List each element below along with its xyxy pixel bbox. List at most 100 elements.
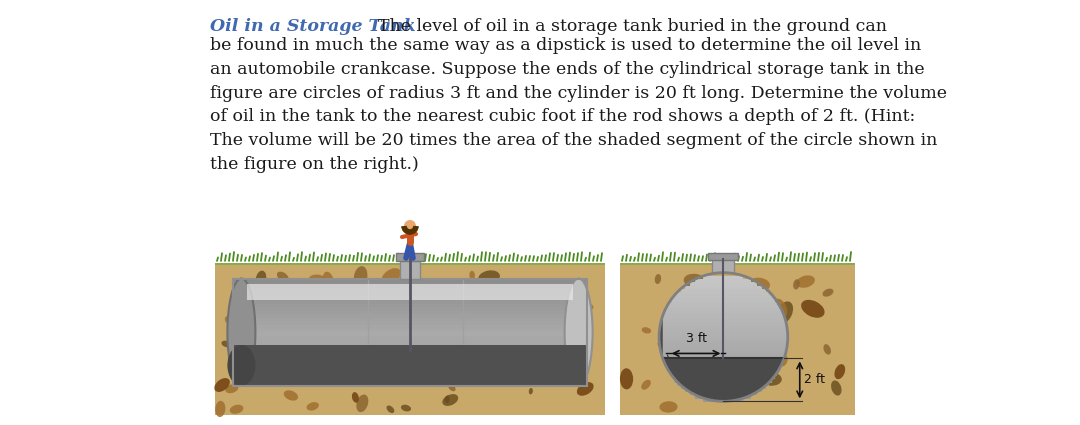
Bar: [666, 366, 781, 370]
Bar: [675, 295, 772, 299]
Ellipse shape: [443, 394, 458, 406]
Bar: [660, 327, 787, 331]
Bar: [661, 321, 786, 325]
Ellipse shape: [221, 340, 231, 347]
Bar: [659, 337, 787, 341]
Ellipse shape: [775, 301, 793, 324]
Ellipse shape: [734, 378, 750, 390]
Ellipse shape: [642, 380, 651, 390]
Bar: [662, 356, 785, 360]
Ellipse shape: [549, 375, 565, 385]
Ellipse shape: [570, 323, 584, 334]
Bar: [660, 343, 787, 347]
Bar: [696, 279, 752, 283]
Ellipse shape: [276, 272, 288, 282]
Bar: [233, 332, 588, 336]
Ellipse shape: [413, 351, 418, 358]
Bar: [708, 253, 739, 260]
Bar: [233, 318, 588, 322]
Ellipse shape: [356, 394, 368, 412]
Ellipse shape: [323, 272, 334, 287]
Ellipse shape: [300, 287, 314, 309]
Bar: [233, 346, 588, 351]
Bar: [666, 308, 781, 312]
Ellipse shape: [284, 390, 298, 401]
Bar: [233, 350, 588, 354]
Ellipse shape: [470, 271, 475, 280]
Bar: [620, 220, 855, 263]
Ellipse shape: [215, 401, 226, 417]
Ellipse shape: [684, 274, 707, 289]
Bar: [664, 311, 782, 315]
Bar: [233, 296, 588, 300]
Ellipse shape: [228, 278, 255, 386]
Ellipse shape: [511, 360, 526, 371]
Ellipse shape: [329, 280, 342, 296]
Bar: [233, 329, 588, 333]
Ellipse shape: [658, 339, 671, 348]
Ellipse shape: [257, 363, 273, 379]
Ellipse shape: [341, 280, 357, 300]
Bar: [620, 257, 855, 265]
Ellipse shape: [777, 319, 785, 326]
Ellipse shape: [620, 368, 633, 389]
Ellipse shape: [214, 378, 230, 392]
Ellipse shape: [337, 368, 350, 383]
Bar: [400, 258, 420, 278]
Polygon shape: [659, 315, 784, 401]
Bar: [689, 392, 757, 395]
Ellipse shape: [801, 300, 825, 318]
Bar: [233, 379, 588, 382]
Bar: [713, 259, 734, 273]
Ellipse shape: [401, 405, 411, 411]
Text: 2 ft: 2 ft: [804, 374, 825, 386]
Ellipse shape: [226, 384, 239, 393]
Ellipse shape: [301, 281, 312, 289]
Ellipse shape: [832, 380, 841, 396]
Bar: [233, 371, 588, 376]
Ellipse shape: [354, 266, 367, 287]
Bar: [680, 385, 766, 389]
Ellipse shape: [731, 379, 747, 389]
Bar: [215, 220, 605, 263]
Bar: [233, 354, 588, 358]
Ellipse shape: [399, 365, 409, 372]
Bar: [703, 398, 743, 402]
Ellipse shape: [671, 331, 681, 348]
Bar: [233, 343, 588, 347]
Ellipse shape: [477, 287, 491, 300]
Bar: [703, 276, 743, 280]
Ellipse shape: [478, 270, 500, 284]
Bar: [680, 289, 766, 292]
Bar: [677, 292, 769, 296]
Bar: [215, 220, 605, 415]
Bar: [660, 347, 787, 350]
Bar: [233, 286, 588, 290]
Bar: [663, 314, 784, 318]
Ellipse shape: [793, 279, 800, 289]
Bar: [670, 302, 778, 305]
Ellipse shape: [760, 372, 782, 386]
Ellipse shape: [228, 345, 255, 386]
Ellipse shape: [454, 312, 461, 318]
Ellipse shape: [773, 299, 787, 318]
Ellipse shape: [332, 342, 343, 354]
Ellipse shape: [823, 289, 834, 297]
Bar: [233, 278, 588, 283]
Ellipse shape: [454, 316, 460, 323]
Bar: [659, 340, 787, 344]
Bar: [233, 336, 588, 340]
Bar: [233, 339, 588, 343]
Bar: [685, 286, 762, 289]
Text: 3 ft: 3 ft: [686, 332, 706, 346]
Bar: [233, 278, 588, 386]
Ellipse shape: [753, 366, 762, 376]
Bar: [233, 364, 588, 368]
Bar: [233, 321, 588, 326]
Ellipse shape: [350, 306, 362, 319]
Bar: [660, 350, 786, 354]
Ellipse shape: [685, 292, 706, 311]
Bar: [670, 372, 778, 376]
Bar: [247, 284, 573, 300]
Ellipse shape: [660, 401, 677, 413]
